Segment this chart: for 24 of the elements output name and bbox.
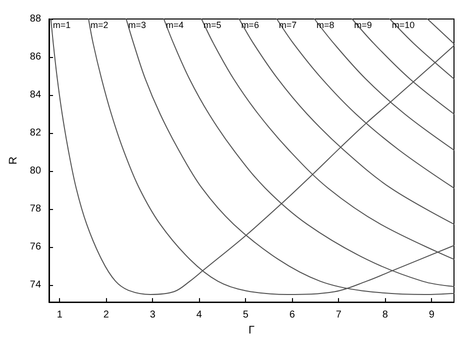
y-tick-label: 74 — [30, 280, 42, 290]
series-label: m=4 — [166, 20, 184, 30]
x-tick-label: 9 — [428, 310, 435, 321]
x-tick-label: 4 — [196, 310, 202, 321]
y-tick-label: 84 — [30, 90, 42, 100]
y-tick-label: 76 — [30, 242, 42, 252]
x-tick-label: 8 — [382, 310, 388, 321]
x-tick-label: 5 — [242, 310, 249, 321]
series-label: m=1 — [52, 20, 71, 30]
y-tick-label: 86 — [30, 52, 42, 62]
series-label: m=5 — [204, 20, 222, 30]
y-tick-label: 80 — [30, 166, 42, 176]
x-tick-label: 1 — [56, 310, 63, 321]
x-tick-label: 2 — [103, 310, 110, 321]
x-axis-title: Γ — [248, 324, 255, 336]
series-label: m=2 — [90, 20, 108, 30]
y-tick-label: 78 — [30, 204, 42, 214]
x-tick-label: 3 — [150, 310, 156, 321]
y-axis-title: R — [8, 156, 20, 165]
series-label: m=3 — [128, 20, 146, 30]
x-tick-label: 7 — [336, 310, 342, 321]
y-tick-label: 82 — [30, 128, 42, 138]
y-tick-label: 88 — [30, 14, 42, 24]
x-tick-label: 6 — [289, 310, 296, 321]
